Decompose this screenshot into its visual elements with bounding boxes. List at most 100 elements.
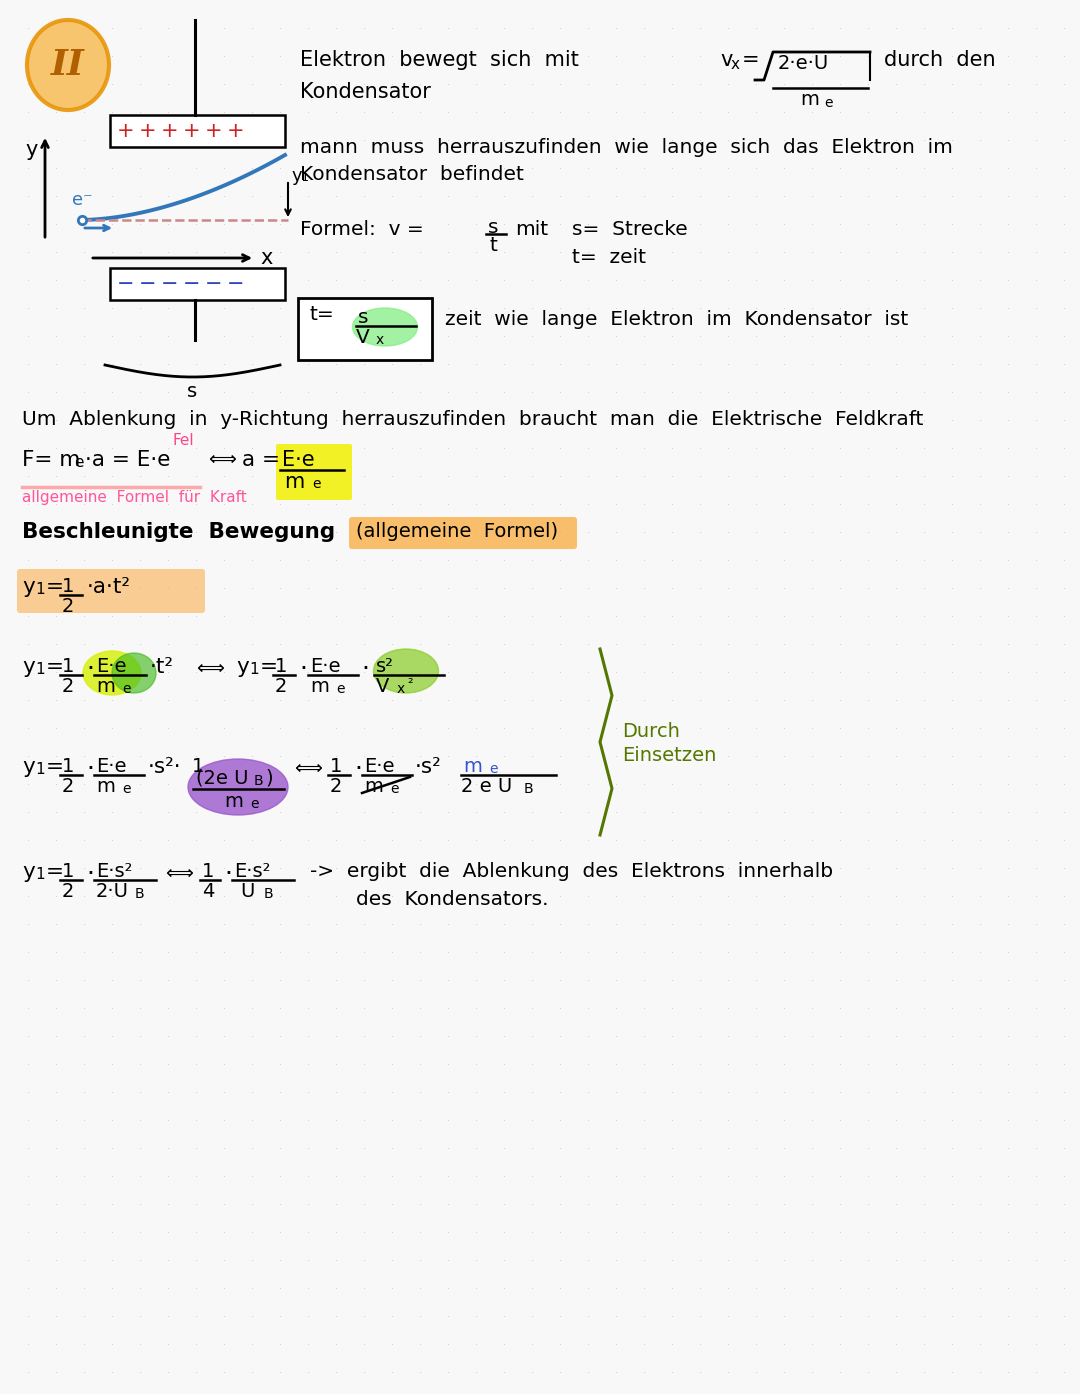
- Text: +: +: [205, 121, 222, 141]
- Text: m: m: [96, 677, 114, 696]
- Text: y: y: [22, 861, 35, 882]
- Ellipse shape: [188, 758, 288, 815]
- Text: ²: ²: [407, 677, 413, 691]
- Text: ->  ergibt  die  Ablenkung  des  Elektrons  innerhalb: -> ergibt die Ablenkung des Elektrons in…: [310, 861, 833, 881]
- Text: ·a = E·e: ·a = E·e: [85, 450, 171, 470]
- Text: E·s²: E·s²: [234, 861, 270, 881]
- Text: Beschleunigte  Bewegung: Beschleunigte Bewegung: [22, 521, 335, 542]
- Text: ·t²: ·t²: [150, 657, 174, 677]
- Text: ⟺: ⟺: [195, 659, 224, 677]
- Text: +: +: [227, 121, 245, 141]
- Text: 1: 1: [192, 757, 204, 776]
- Text: ·: ·: [354, 757, 362, 781]
- Text: 2: 2: [62, 597, 75, 616]
- Text: Durch: Durch: [622, 722, 680, 742]
- Text: Um  Ablenkung  in  y-Richtung  herrauszufinden  braucht  man  die  Elektrische  : Um Ablenkung in y-Richtung herrauszufind…: [22, 410, 923, 429]
- Ellipse shape: [27, 20, 109, 110]
- FancyBboxPatch shape: [17, 569, 205, 613]
- Text: E·e: E·e: [310, 657, 340, 676]
- Text: =: =: [260, 657, 278, 677]
- Text: 4: 4: [202, 882, 214, 901]
- Ellipse shape: [352, 308, 418, 346]
- Text: x: x: [397, 682, 405, 696]
- Text: m: m: [310, 677, 329, 696]
- Text: ): ): [265, 769, 272, 788]
- Text: m: m: [463, 757, 482, 776]
- Text: durch  den: durch den: [885, 50, 996, 70]
- Text: m: m: [364, 776, 383, 796]
- Text: ⟺: ⟺: [165, 864, 193, 882]
- Text: E·s²: E·s²: [96, 861, 133, 881]
- Text: B: B: [524, 782, 534, 796]
- Text: =: =: [46, 577, 64, 597]
- Text: −: −: [118, 275, 135, 294]
- Text: U: U: [240, 882, 255, 901]
- Text: y: y: [26, 139, 38, 160]
- Text: s: s: [357, 308, 368, 328]
- Text: ·s²: ·s²: [415, 757, 442, 776]
- Text: y: y: [237, 657, 248, 677]
- Text: B: B: [135, 887, 145, 901]
- Text: B: B: [254, 774, 264, 788]
- Text: ·s²·: ·s²·: [148, 757, 181, 776]
- Text: 1: 1: [62, 657, 75, 676]
- Text: 1: 1: [62, 577, 75, 597]
- Text: ⟺: ⟺: [294, 758, 322, 778]
- Text: 1: 1: [35, 763, 44, 776]
- FancyBboxPatch shape: [349, 517, 577, 549]
- Text: mann  muss  herrauszufinden  wie  lange  sich  das  Elektron  im: mann muss herrauszufinden wie lange sich…: [300, 138, 953, 158]
- Text: e: e: [122, 682, 131, 696]
- Text: 1: 1: [35, 867, 44, 882]
- Text: 2: 2: [62, 776, 75, 796]
- Text: 1: 1: [35, 583, 44, 597]
- Text: −: −: [205, 275, 222, 294]
- Text: Elektron  bewegt  sich  mit: Elektron bewegt sich mit: [300, 50, 579, 70]
- Text: e: e: [489, 763, 498, 776]
- Text: F= m: F= m: [22, 450, 80, 470]
- Text: Fel: Fel: [172, 434, 193, 447]
- Text: Kondensator: Kondensator: [300, 82, 431, 102]
- Text: y: y: [22, 577, 35, 597]
- Text: ·a·t²: ·a·t²: [87, 577, 131, 597]
- Text: e: e: [824, 96, 833, 110]
- Text: E·e: E·e: [96, 757, 126, 776]
- Text: 2: 2: [62, 882, 75, 901]
- Text: =: =: [742, 50, 759, 70]
- FancyBboxPatch shape: [298, 298, 432, 360]
- Text: y: y: [22, 757, 35, 776]
- Text: ·: ·: [86, 757, 94, 781]
- Text: e: e: [390, 782, 399, 796]
- Ellipse shape: [112, 652, 156, 693]
- Text: 2·e·U: 2·e·U: [778, 54, 829, 72]
- Text: e: e: [122, 782, 131, 796]
- Text: mit: mit: [515, 220, 549, 238]
- Text: 2 e U: 2 e U: [461, 776, 512, 796]
- Text: ·: ·: [361, 657, 369, 682]
- Text: y: y: [22, 657, 35, 677]
- FancyBboxPatch shape: [110, 114, 285, 146]
- Text: =: =: [46, 757, 64, 776]
- Text: 2·U: 2·U: [96, 882, 129, 901]
- Text: (2e U: (2e U: [195, 769, 248, 788]
- Text: ·: ·: [299, 657, 307, 682]
- Text: 2: 2: [275, 677, 287, 696]
- Text: e⁻: e⁻: [72, 191, 93, 209]
- Text: x: x: [376, 333, 384, 347]
- Text: s: s: [187, 382, 197, 401]
- Text: des  Kondensators.: des Kondensators.: [356, 889, 549, 909]
- Text: Formel:  v =: Formel: v =: [300, 220, 423, 238]
- Text: +: +: [118, 121, 135, 141]
- Text: ·: ·: [224, 861, 232, 887]
- Ellipse shape: [374, 650, 438, 693]
- Text: x: x: [260, 248, 272, 268]
- Text: −: −: [227, 275, 245, 294]
- Text: t=: t=: [310, 305, 335, 323]
- Text: m: m: [224, 792, 243, 811]
- Text: allgemeine  Formel  für  Kraft: allgemeine Formel für Kraft: [22, 491, 246, 505]
- Text: E·e: E·e: [96, 657, 126, 676]
- Text: ⟺: ⟺: [208, 450, 237, 468]
- Text: a =: a =: [242, 450, 280, 470]
- Text: II: II: [51, 47, 85, 82]
- Text: x: x: [731, 57, 740, 72]
- Text: 2: 2: [62, 677, 75, 696]
